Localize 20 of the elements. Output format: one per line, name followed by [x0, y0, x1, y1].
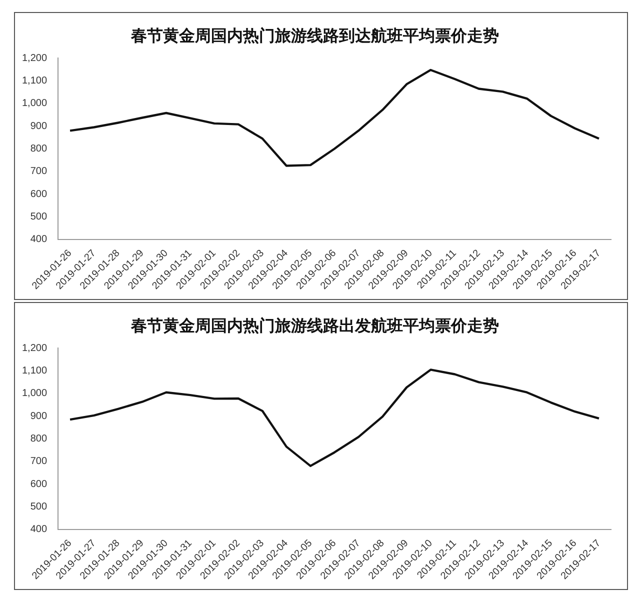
- y-tick-label: 400: [30, 234, 48, 246]
- y-tick-label: 1,000: [22, 98, 48, 110]
- y-tick-label: 1,100: [22, 366, 48, 377]
- y-tick-label: 800: [30, 144, 48, 155]
- y-tick-label: 500: [30, 211, 48, 222]
- y-tick-label: 800: [30, 434, 48, 445]
- y-tick-label: 700: [30, 166, 48, 178]
- y-tick-label: 1,200: [22, 52, 48, 64]
- y-tick-label: 1,000: [22, 388, 48, 400]
- y-tick-label: 400: [30, 524, 48, 536]
- y-tick-label: 500: [30, 501, 48, 512]
- y-tick-label: 900: [30, 120, 48, 132]
- y-tick-label: 1,200: [22, 342, 48, 354]
- chart-title: 春节黄金周国内热门旅游线路出发航班平均票价走势: [130, 316, 499, 335]
- y-tick-label: 700: [30, 456, 48, 468]
- chart-title: 春节黄金周国内热门旅游线路到达航班平均票价走势: [130, 26, 499, 45]
- y-tick-label: 600: [30, 478, 48, 490]
- y-tick-label: 900: [30, 410, 48, 422]
- y-tick-label: 600: [30, 188, 48, 200]
- y-tick-label: 1,100: [22, 76, 48, 87]
